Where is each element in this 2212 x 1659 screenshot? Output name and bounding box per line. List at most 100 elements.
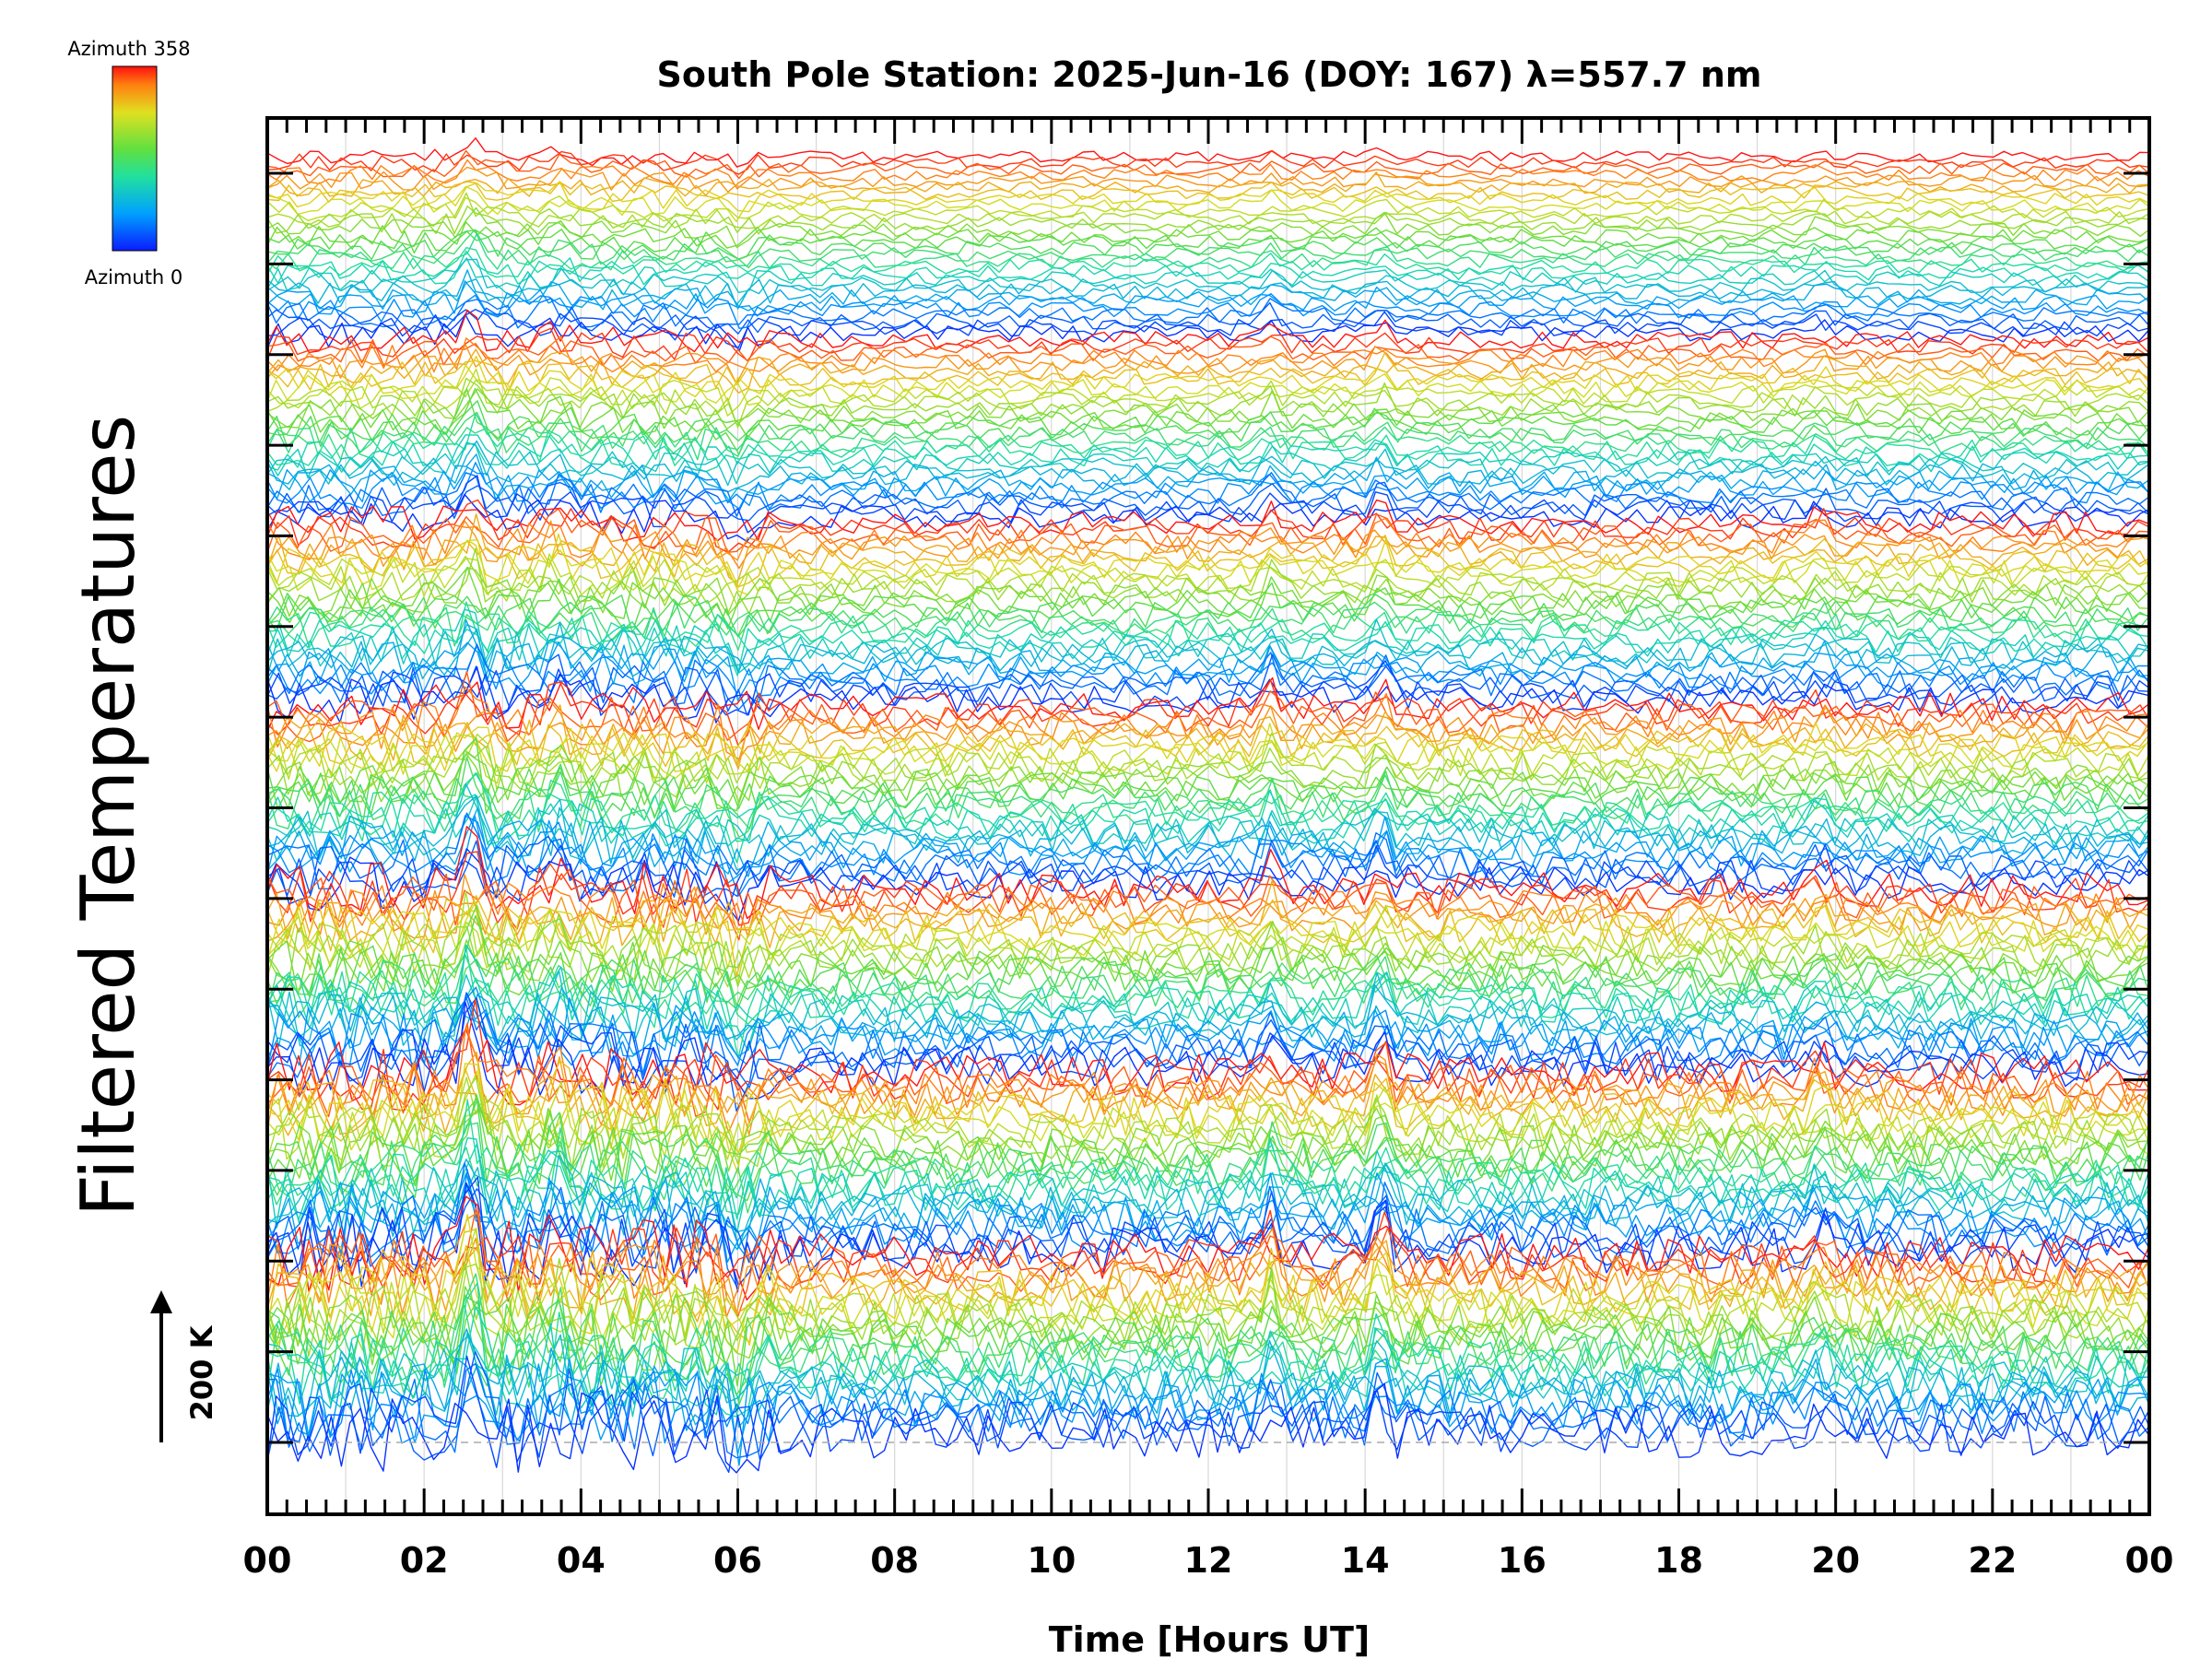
x-tick-label: 08 [870,1540,919,1581]
series-line [267,606,2149,652]
series-line [267,1137,2149,1225]
x-tick-label: 02 [400,1540,449,1581]
series-line [267,413,2149,466]
series-line [267,737,2149,818]
series-line [267,301,2149,335]
series-line [267,1350,2149,1461]
series-line [267,227,2149,260]
trace-group [267,137,2149,1474]
series-line [267,1282,2149,1406]
series-line [267,555,2149,605]
x-tick-labels: 00 02 04 06 08 10 12 14 16 18 20 22 00 [243,1540,2174,1581]
series-line [267,600,2148,641]
series-line [267,1026,2149,1134]
x-tick-label: 04 [557,1540,606,1581]
series-line [267,1273,2149,1400]
series-line [267,618,2149,686]
series-line [267,344,2148,384]
series-line [268,812,2148,893]
series-line [267,1051,2149,1136]
series-line [267,257,2149,294]
series-line [267,435,2149,473]
series-line [267,567,2149,629]
series-line [267,1022,2149,1124]
series-line [267,835,2149,898]
x-tick-label: 00 [243,1540,292,1581]
series-line [267,553,2149,607]
series-line [267,900,2149,970]
series-line [267,313,2149,352]
series-line [267,1159,2149,1241]
x-tick-label: 20 [1811,1540,1860,1581]
x-tick-label: 06 [713,1540,762,1581]
series-line [267,441,2149,487]
series-line [267,466,2149,510]
series-line [268,411,2149,457]
series-line [267,608,2149,674]
series-line [268,1001,2149,1100]
series-line [267,1127,2149,1216]
series-line [267,971,2149,1051]
series-line [267,1257,2149,1359]
series-line [267,1286,2149,1387]
series-line [267,348,2149,394]
series-line [267,1339,2149,1429]
series-line [267,280,2149,317]
series-line [267,815,2149,897]
series-line [267,309,2149,354]
colorbar [112,65,158,252]
series-line [267,219,2149,249]
series-line [267,772,2149,864]
series-line [267,705,2149,765]
series-line [267,704,2149,770]
series-line [267,1053,2149,1135]
x-tick-label: 22 [1968,1540,2017,1581]
series-line [267,1244,2149,1347]
series-line [267,904,2149,984]
series-line [267,890,2149,988]
series-line [267,166,2149,194]
series-line [267,233,2149,272]
series-line [267,677,2149,730]
series-line [267,670,2149,743]
series-line [267,206,2148,235]
series-line [267,364,2149,406]
series-line [267,426,2149,461]
series-line [267,247,2149,278]
x-ticks [265,118,2151,1514]
series-line [267,641,2149,701]
series-line [267,1182,2149,1293]
series-line [267,335,2149,367]
series-line [267,1227,2149,1349]
series-line [267,722,2149,773]
series-line [267,1263,2149,1356]
series-line [267,327,2149,362]
series-line [267,745,2149,812]
x-tick-label: 16 [1498,1540,1547,1581]
chart-title: South Pole Station: 2025-Jun-16 (DOY: 16… [657,54,1762,95]
colorbar-legend: Azimuth 358 Azimuth 0 [67,38,190,288]
series-line [267,278,2148,310]
series-line [268,734,2149,784]
series-line [267,1267,2149,1369]
series-line [267,434,2149,485]
series-line [267,895,2149,978]
series-line [267,181,2149,213]
series-line [267,954,2149,1014]
series-line [267,1228,2149,1343]
y-axis-label: Filtered Temperatures [65,415,151,1217]
series-line [267,601,2149,652]
series-line [267,1162,2149,1290]
series-line [267,1099,2149,1202]
series-line [267,1362,2149,1459]
x-tick-label: 18 [1654,1540,1703,1581]
series-line [267,945,2149,1060]
series-line [267,879,2149,948]
series-line [267,790,2149,847]
series-line [267,379,2149,429]
series-line [267,229,2149,263]
series-line [267,1121,2149,1214]
y-ticks [267,171,2149,1444]
series-line [267,517,2149,570]
